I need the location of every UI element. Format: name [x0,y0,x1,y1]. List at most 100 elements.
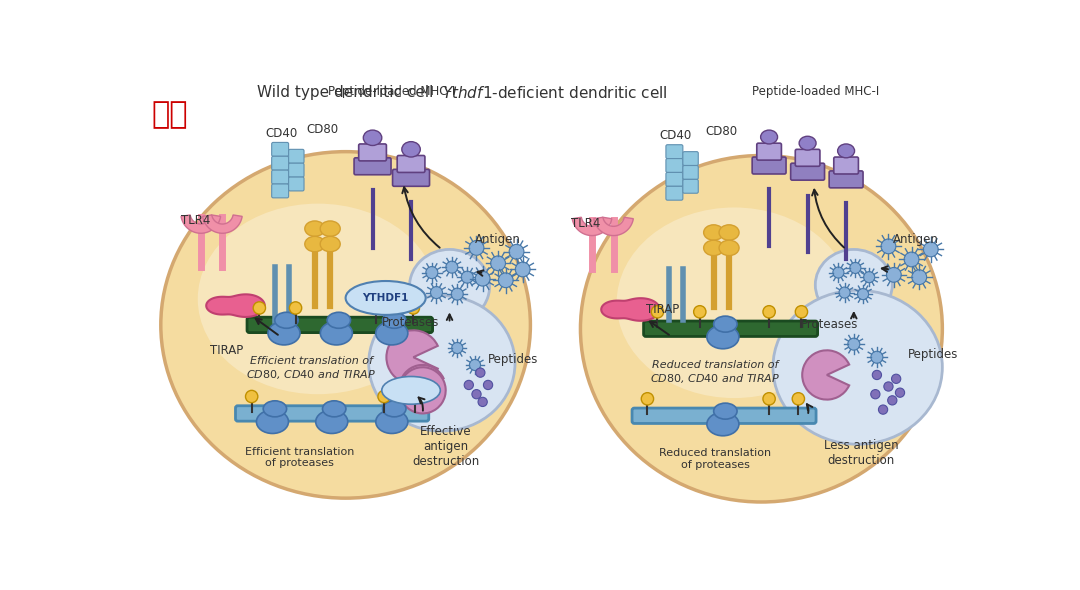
Ellipse shape [719,240,739,255]
Text: YTHDF1: YTHDF1 [363,293,409,303]
Polygon shape [206,294,265,317]
Circle shape [475,271,490,286]
FancyBboxPatch shape [632,408,816,424]
Text: Proteases: Proteases [800,318,858,331]
Text: Peptides: Peptides [907,348,958,360]
Circle shape [490,256,505,271]
Circle shape [833,267,843,278]
Wedge shape [387,330,437,384]
Circle shape [642,393,653,405]
Ellipse shape [617,208,852,398]
Text: Reduced translation
of proteases: Reduced translation of proteases [659,448,771,470]
Ellipse shape [707,325,739,349]
Text: CD80: CD80 [705,125,738,138]
FancyBboxPatch shape [683,152,699,166]
Circle shape [878,405,888,414]
Ellipse shape [305,237,325,252]
Ellipse shape [161,152,530,498]
Ellipse shape [580,156,943,502]
Circle shape [484,381,492,389]
Ellipse shape [363,130,382,146]
Circle shape [378,391,390,402]
Ellipse shape [838,144,854,158]
Text: Antigen: Antigen [475,232,521,245]
FancyBboxPatch shape [752,157,786,174]
Circle shape [651,306,663,318]
FancyBboxPatch shape [272,156,288,170]
Ellipse shape [714,316,737,332]
Circle shape [253,302,266,314]
Text: $\it{Ythdf1}$-deficient dendritic cell: $\it{Ythdf1}$-deficient dendritic cell [442,84,667,101]
Text: Wild type dendritic cell: Wild type dendritic cell [257,84,434,100]
Ellipse shape [707,412,739,436]
FancyBboxPatch shape [666,159,683,172]
Circle shape [478,397,487,407]
FancyBboxPatch shape [288,177,305,191]
Ellipse shape [198,204,438,394]
FancyBboxPatch shape [272,142,288,156]
Circle shape [870,351,883,363]
FancyBboxPatch shape [666,172,683,186]
Ellipse shape [376,322,408,345]
FancyBboxPatch shape [247,317,433,333]
Text: Peptide-loaded MHC-I: Peptide-loaded MHC-I [328,84,456,98]
Ellipse shape [815,250,892,320]
Circle shape [883,382,893,391]
Text: 图四: 图四 [151,100,188,129]
Text: Less antigen
destruction: Less antigen destruction [824,439,899,467]
Ellipse shape [714,403,737,419]
FancyBboxPatch shape [683,166,699,179]
Ellipse shape [368,296,515,431]
Ellipse shape [773,290,943,444]
Ellipse shape [315,410,348,434]
FancyBboxPatch shape [666,186,683,200]
Text: TLR4: TLR4 [180,214,211,228]
Circle shape [431,287,443,299]
Circle shape [850,263,861,273]
Text: TIRAP: TIRAP [646,303,679,316]
Text: Reduced translation of
$CD80$, $CD40$ and $TIRAP$: Reduced translation of $CD80$, $CD40$ an… [650,359,780,385]
Circle shape [888,396,896,405]
Circle shape [887,267,901,282]
FancyBboxPatch shape [791,163,824,180]
Circle shape [762,306,775,318]
Polygon shape [203,215,242,233]
Circle shape [870,389,880,399]
Ellipse shape [376,410,408,434]
Circle shape [470,359,481,371]
Text: Proteases: Proteases [382,316,440,329]
Ellipse shape [799,136,816,150]
Ellipse shape [382,401,406,417]
Ellipse shape [264,401,286,417]
Circle shape [762,393,775,405]
Ellipse shape [382,376,441,404]
FancyBboxPatch shape [644,321,818,336]
Ellipse shape [268,322,300,345]
FancyBboxPatch shape [666,145,683,159]
Text: Antigen: Antigen [892,232,939,245]
Ellipse shape [382,312,406,328]
Circle shape [793,393,805,405]
Circle shape [451,288,463,300]
Text: Efficient translation of
$CD80$, $CD40$ and $TIRAP$: Efficient translation of $CD80$, $CD40$ … [246,356,376,381]
Wedge shape [802,350,849,399]
Circle shape [475,368,485,377]
Circle shape [904,252,919,267]
Circle shape [407,302,419,314]
Circle shape [408,391,421,402]
Circle shape [446,261,458,273]
Text: CD80: CD80 [307,123,338,136]
Ellipse shape [704,225,724,240]
Circle shape [923,242,939,257]
FancyBboxPatch shape [272,170,288,184]
Ellipse shape [305,221,325,237]
Text: CD40: CD40 [660,129,692,142]
Circle shape [515,262,530,277]
Ellipse shape [327,312,351,328]
Circle shape [245,391,258,402]
Circle shape [472,389,481,399]
Ellipse shape [320,221,340,237]
FancyBboxPatch shape [354,158,391,175]
Text: Peptide-loaded MHC-I: Peptide-loaded MHC-I [752,84,879,98]
Circle shape [848,338,860,350]
